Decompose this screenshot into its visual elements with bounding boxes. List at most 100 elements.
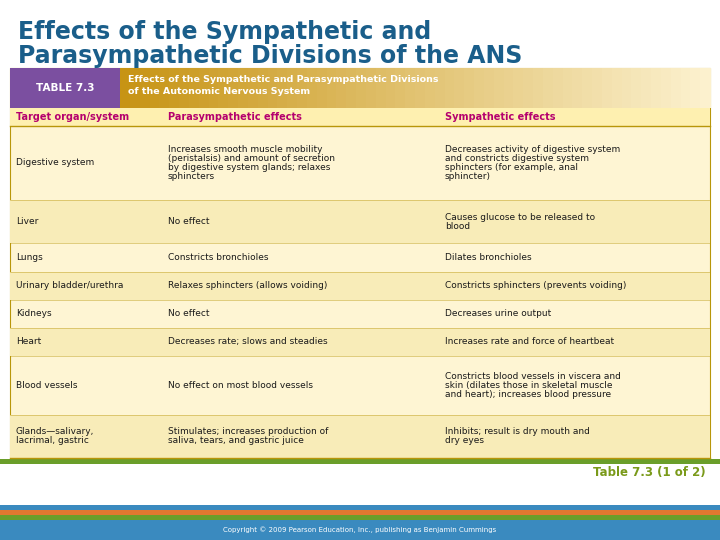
Bar: [218, 68, 229, 108]
Bar: [680, 68, 690, 108]
Bar: [0, 510, 720, 515]
Bar: [0, 459, 720, 464]
Bar: [307, 68, 318, 108]
Text: No effect: No effect: [168, 309, 210, 318]
Text: Heart: Heart: [16, 338, 41, 346]
Text: lacrimal, gastric: lacrimal, gastric: [16, 436, 89, 445]
Bar: [268, 68, 278, 108]
Text: Digestive system: Digestive system: [16, 158, 94, 167]
Bar: [317, 68, 327, 108]
Text: by digestive system glands; relaxes: by digestive system glands; relaxes: [168, 163, 330, 172]
Text: Decreases urine output: Decreases urine output: [445, 309, 552, 318]
Text: Inhibits; result is dry mouth and: Inhibits; result is dry mouth and: [445, 427, 590, 436]
Bar: [484, 68, 494, 108]
Text: Constricts blood vessels in viscera and: Constricts blood vessels in viscera and: [445, 372, 621, 381]
Text: saliva, tears, and gastric juice: saliva, tears, and gastric juice: [168, 436, 304, 445]
Text: dry eyes: dry eyes: [445, 436, 484, 445]
Text: Decreases activity of digestive system: Decreases activity of digestive system: [445, 145, 620, 154]
Bar: [642, 68, 652, 108]
Text: Table 7.3 (1 of 2): Table 7.3 (1 of 2): [593, 466, 706, 479]
Bar: [513, 68, 523, 108]
Text: sphincter): sphincter): [445, 172, 491, 181]
Bar: [376, 68, 386, 108]
Bar: [130, 68, 140, 108]
Bar: [209, 68, 219, 108]
Text: Copyright © 2009 Pearson Education, Inc., publishing as Benjamin Cummings: Copyright © 2009 Pearson Education, Inc.…: [223, 526, 497, 534]
Text: No effect: No effect: [168, 217, 210, 226]
Bar: [179, 68, 189, 108]
Bar: [612, 68, 622, 108]
Bar: [326, 68, 337, 108]
Text: (peristalsis) and amount of secretion: (peristalsis) and amount of secretion: [168, 154, 335, 163]
Text: Target organ/system: Target organ/system: [16, 112, 129, 122]
Text: Lungs: Lungs: [16, 253, 42, 262]
Text: sphincters (for example, anal: sphincters (for example, anal: [445, 163, 578, 172]
Text: Glands—salivary,: Glands—salivary,: [16, 427, 94, 436]
Bar: [0, 520, 720, 540]
Text: Blood vessels: Blood vessels: [16, 381, 78, 390]
Text: Dilates bronchioles: Dilates bronchioles: [445, 253, 531, 262]
Bar: [503, 68, 514, 108]
Bar: [572, 68, 582, 108]
Bar: [553, 68, 563, 108]
Text: Effects of the Sympathetic and Parasympathetic Divisions: Effects of the Sympathetic and Parasympa…: [128, 75, 438, 84]
Bar: [199, 68, 209, 108]
Bar: [356, 68, 366, 108]
Bar: [10, 272, 710, 300]
Bar: [435, 68, 445, 108]
Bar: [602, 68, 612, 108]
Bar: [562, 68, 573, 108]
Text: Relaxes sphincters (allows voiding): Relaxes sphincters (allows voiding): [168, 281, 328, 290]
Text: Liver: Liver: [16, 217, 38, 226]
Bar: [10, 415, 710, 458]
Text: Constricts bronchioles: Constricts bronchioles: [168, 253, 269, 262]
Bar: [405, 68, 415, 108]
Text: and heart); increases blood pressure: and heart); increases blood pressure: [445, 389, 611, 399]
Bar: [631, 68, 642, 108]
Text: blood: blood: [445, 221, 470, 231]
Bar: [385, 68, 396, 108]
Bar: [189, 68, 199, 108]
Text: Parasympathetic effects: Parasympathetic effects: [168, 112, 302, 122]
Bar: [10, 68, 710, 458]
Bar: [10, 328, 710, 356]
Text: Sympathetic effects: Sympathetic effects: [445, 112, 556, 122]
Bar: [150, 68, 160, 108]
Bar: [582, 68, 593, 108]
Text: Increases smooth muscle mobility: Increases smooth muscle mobility: [168, 145, 323, 154]
Bar: [277, 68, 288, 108]
Bar: [444, 68, 455, 108]
Bar: [533, 68, 544, 108]
Bar: [140, 68, 150, 108]
Bar: [592, 68, 603, 108]
Bar: [464, 68, 474, 108]
Text: Parasympathetic Divisions of the ANS: Parasympathetic Divisions of the ANS: [18, 44, 523, 68]
Text: TABLE 7.3: TABLE 7.3: [36, 83, 94, 93]
Bar: [287, 68, 297, 108]
Bar: [670, 68, 681, 108]
Bar: [415, 68, 426, 108]
Bar: [169, 68, 179, 108]
Bar: [0, 515, 720, 520]
Bar: [621, 68, 632, 108]
Bar: [425, 68, 435, 108]
Text: of the Autonomic Nervous System: of the Autonomic Nervous System: [128, 87, 310, 96]
Bar: [454, 68, 464, 108]
Bar: [346, 68, 356, 108]
Text: skin (dilates those in skeletal muscle: skin (dilates those in skeletal muscle: [445, 381, 613, 390]
Bar: [523, 68, 534, 108]
Text: Decreases rate; slows and steadies: Decreases rate; slows and steadies: [168, 338, 328, 346]
Text: and constricts digestive system: and constricts digestive system: [445, 154, 589, 163]
Bar: [159, 68, 170, 108]
Bar: [651, 68, 662, 108]
Bar: [543, 68, 553, 108]
Text: Increases rate and force of heartbeat: Increases rate and force of heartbeat: [445, 338, 614, 346]
Bar: [10, 68, 120, 108]
Text: Effects of the Sympathetic and: Effects of the Sympathetic and: [18, 20, 431, 44]
Text: Constricts sphincters (prevents voiding): Constricts sphincters (prevents voiding): [445, 281, 626, 290]
Bar: [0, 505, 720, 510]
Text: Causes glucose to be released to: Causes glucose to be released to: [445, 213, 595, 222]
Bar: [10, 108, 710, 126]
Bar: [366, 68, 376, 108]
Bar: [690, 68, 701, 108]
